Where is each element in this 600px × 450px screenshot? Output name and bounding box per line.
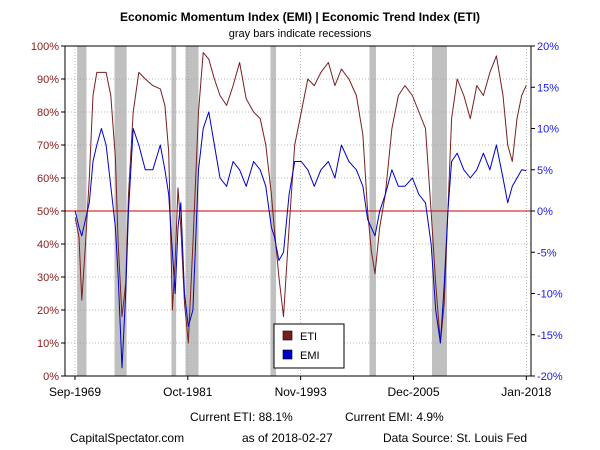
legend-swatch-eti	[282, 330, 293, 341]
legend-label-eti: ETI	[300, 331, 317, 343]
left-tick-label-4: 40%	[37, 239, 59, 251]
site-credit: CapitalSpectator.com	[70, 431, 184, 445]
right-tick-label-8: 20%	[537, 41, 559, 53]
left-tick-label-8: 80%	[37, 107, 59, 119]
right-tick-label-2: -10%	[537, 289, 563, 301]
left-tick-label-10: 100%	[31, 41, 59, 53]
right-tick-label-5: 5%	[537, 165, 553, 177]
right-axis: -20% -15% -10% -5% 0% 5% 10% 15% 20%	[531, 41, 563, 383]
x-axis: Sep-1969 Oct-1981 Nov-1993 Dec-2005 Jan-2018	[49, 376, 552, 399]
series-line-emi	[74, 111, 527, 369]
left-tick-label-5: 50%	[37, 206, 59, 218]
x-tick-label-2: Nov-1993	[275, 385, 327, 399]
x-tick-label-1: Oct-1981	[163, 385, 213, 399]
x-tick-label-0: Sep-1969	[49, 385, 101, 399]
left-tick-label-6: 60%	[37, 173, 59, 185]
left-tick-label-7: 70%	[37, 140, 59, 152]
right-tick-label-6: 10%	[537, 124, 559, 136]
data-source: Data Source: St. Louis Fed	[383, 431, 527, 445]
right-tick-label-0: -20%	[537, 371, 563, 383]
left-axis: 0% 10% 20% 30% 40% 50% 60% 70% 80% 90% 100%	[31, 41, 65, 383]
x-tick-label-4: Jan-2018	[501, 385, 551, 399]
right-tick-label-7: 15%	[537, 82, 559, 94]
right-tick-label-3: -5%	[537, 247, 557, 259]
left-tick-label-3: 30%	[37, 272, 59, 284]
left-tick-label-9: 90%	[37, 74, 59, 86]
legend-swatch-emi	[282, 349, 293, 360]
series-lines	[74, 52, 527, 369]
series-line-eti	[74, 52, 527, 344]
x-tick-label-3: Dec-2005	[388, 385, 440, 399]
right-tick-label-4: 0%	[537, 206, 553, 218]
left-tick-label-0: 0%	[43, 371, 59, 383]
legend: ETI EMI	[273, 323, 345, 369]
chart-title: Economic Momentum Index (EMI) | Economic…	[120, 10, 480, 24]
left-tick-label-2: 20%	[37, 305, 59, 317]
current-eti-text: Current ETI: 88.1%	[190, 410, 293, 424]
as-of-date: as of 2018-02-27	[242, 431, 333, 445]
chart-subtitle: gray bars indicate recessions	[229, 28, 372, 40]
current-emi-text: Current EMI: 4.9%	[345, 410, 444, 424]
right-tick-label-1: -15%	[537, 330, 563, 342]
left-tick-label-1: 10%	[37, 338, 59, 350]
legend-label-emi: EMI	[300, 350, 320, 362]
